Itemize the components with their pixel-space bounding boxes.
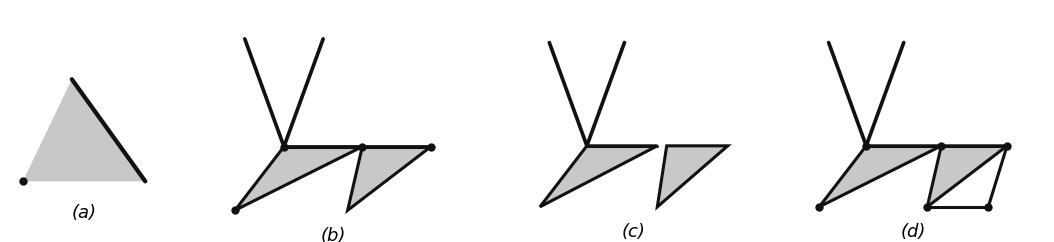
Polygon shape [928,146,1007,207]
Polygon shape [348,147,431,210]
Text: (d): (d) [900,223,925,241]
Text: (a): (a) [72,204,97,222]
Text: (c): (c) [622,223,646,241]
Polygon shape [658,146,727,207]
Polygon shape [235,147,363,210]
Polygon shape [819,146,941,207]
Polygon shape [23,79,145,181]
Text: (b): (b) [320,227,346,242]
Polygon shape [540,146,658,207]
